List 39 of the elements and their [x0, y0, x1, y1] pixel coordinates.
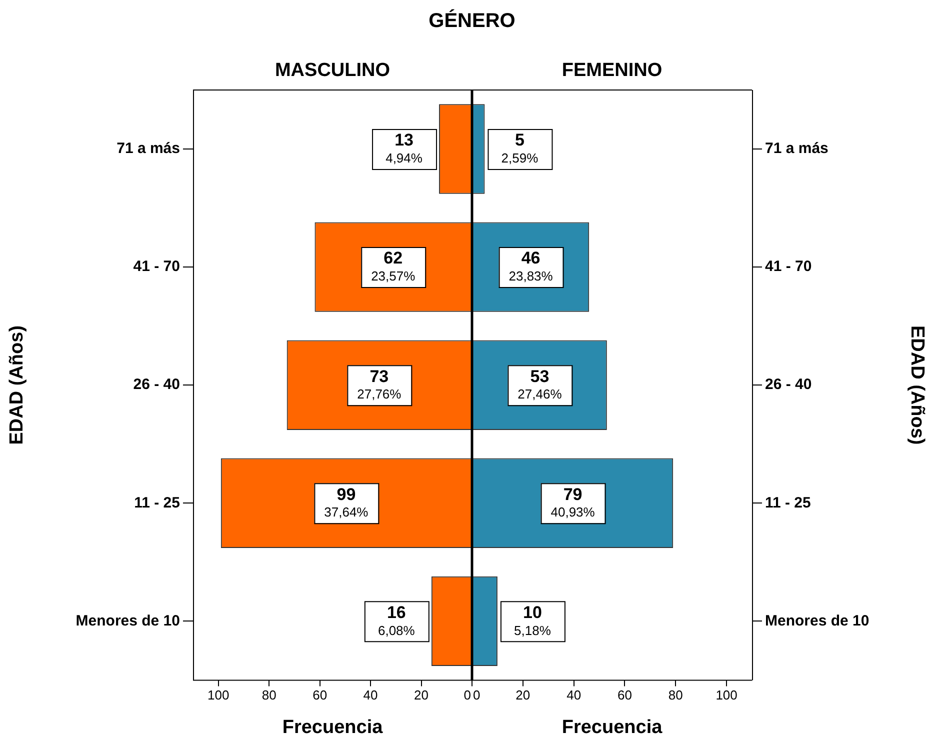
y-tick-label: 71 a más [116, 140, 180, 158]
y-tick-label: 41 - 70 [133, 258, 180, 276]
x-tick-label: 0 [464, 687, 471, 702]
x-axis-title: Frecuencia [562, 716, 663, 738]
data-label: 62 23,57% [371, 248, 416, 284]
y-tick-label: 41 - 70 [765, 258, 812, 276]
x-tick-label: 80 [262, 687, 276, 702]
y-tick-label: 71 a más [765, 140, 828, 158]
y-tick-label: 26 - 40 [765, 376, 812, 394]
data-label: 5 2,59% [501, 130, 539, 166]
chart-title: GÉNERO [428, 10, 516, 33]
x-tick-label: 0 [473, 687, 480, 702]
y-axis-title: EDAD (Años) [906, 325, 928, 445]
data-label: 46 23,83% [508, 248, 554, 284]
data-label: 10 5,18% [514, 602, 552, 638]
y-axis-title: EDAD (Años) [6, 325, 28, 445]
data-label: 16 6,08% [378, 602, 416, 638]
data-label: 73 27,76% [357, 366, 402, 402]
x-tick-label: 60 [617, 687, 632, 702]
x-tick-label: 60 [312, 687, 328, 702]
chart-subtitle: FEMENINO [562, 60, 662, 82]
y-tick-label: Menores de 10 [765, 612, 870, 630]
x-tick-label: 20 [414, 687, 429, 702]
y-tick-label: 11 - 25 [765, 494, 811, 512]
x-tick-label: 40 [566, 687, 582, 702]
x-tick-label: 80 [668, 687, 683, 702]
y-tick-label: 11 - 25 [134, 494, 180, 512]
x-tick-label: 100 [716, 687, 738, 702]
x-tick-label: 20 [516, 687, 530, 702]
data-label: 53 27,46% [518, 366, 562, 402]
x-tick-label: 40 [363, 687, 378, 702]
data-label: 79 40,93% [550, 484, 596, 520]
chart-subtitle: MASCULINO [274, 60, 390, 82]
data-label: 13 4,94% [386, 130, 423, 166]
y-tick-label: Menores de 10 [76, 612, 180, 630]
data-label: 99 37,64% [324, 484, 369, 520]
y-tick-label: 26 - 40 [133, 376, 180, 394]
x-axis-title: Frecuencia [282, 716, 384, 738]
x-tick-label: 100 [208, 687, 230, 702]
